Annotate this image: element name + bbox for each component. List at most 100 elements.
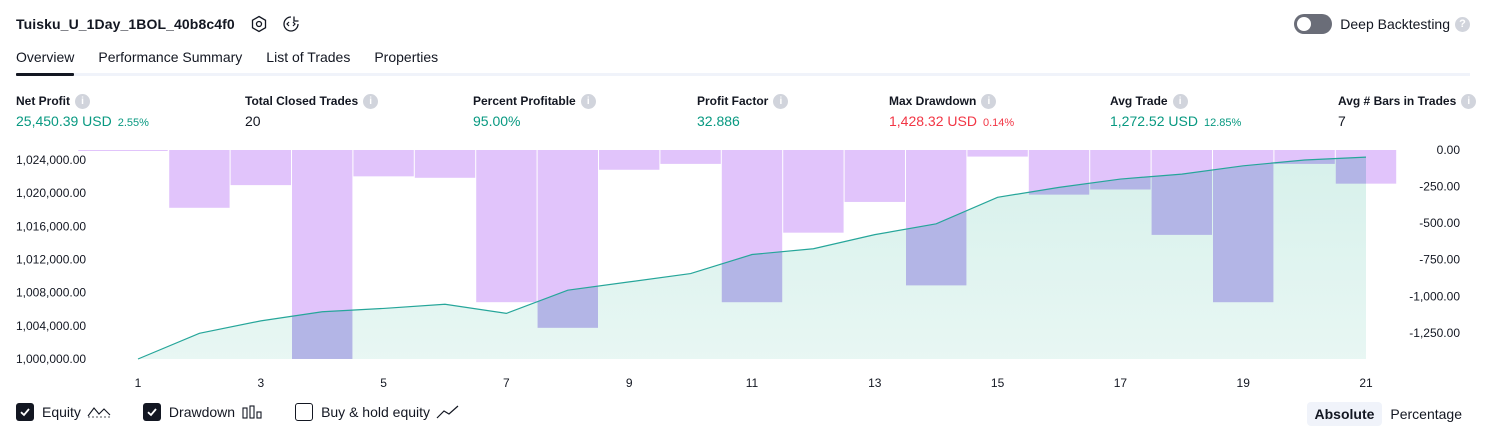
left-axis-tick-label: 1,000,000.00 xyxy=(16,352,86,366)
metric-value: 32.886 xyxy=(697,113,740,129)
metric-label: Avg # Bars in Trades xyxy=(1338,94,1457,108)
equity-drawdown-chart[interactable]: 1,000,000.00 1,004,000.00 1,008,000.00 1,01… xyxy=(0,140,1486,398)
metric-value: 7 xyxy=(1338,113,1346,129)
metric-value: 1,272.52 USD xyxy=(1110,113,1198,129)
metric-label: Profit Factor xyxy=(697,94,769,108)
right-axis-tick-label: -500.00 xyxy=(1419,216,1460,230)
metric-label: Total Closed Trades xyxy=(245,94,359,108)
strategy-header: Tuisku_U_1Day_1BOL_40b8c4f0 xyxy=(16,12,301,36)
left-axis-tick-label: 1,008,000.00 xyxy=(16,286,86,300)
legend-drawdown[interactable]: Drawdown xyxy=(142,403,263,421)
info-icon[interactable]: i xyxy=(363,93,379,109)
right-axis-tick-label: -250.00 xyxy=(1419,180,1460,194)
right-axis-tick-label: 0.00 xyxy=(1437,143,1461,157)
metric-percent-profitable: Percent Profitable i 95.00% xyxy=(473,93,596,129)
metric-max-drawdown: Max Drawdown i 1,428.32 USD 0.14% xyxy=(889,93,1014,129)
x-axis-tick-label: 9 xyxy=(626,376,633,390)
mode-percentage[interactable]: Percentage xyxy=(1390,406,1462,422)
buy-hold-checkbox[interactable] xyxy=(295,403,314,421)
right-axis-tick-label: -1,000.00 xyxy=(1409,289,1460,303)
x-axis-tick-label: 3 xyxy=(257,376,264,390)
left-axis-tick-label: 1,004,000.00 xyxy=(16,319,86,333)
info-icon[interactable]: i xyxy=(580,93,596,109)
right-axis-tick-label: -750.00 xyxy=(1419,253,1460,267)
settings-icon[interactable] xyxy=(249,14,269,34)
left-axis-tick-label: 1,016,000.00 xyxy=(16,219,86,233)
overlap-bar xyxy=(1335,157,1366,184)
info-icon[interactable]: i xyxy=(1172,93,1188,109)
x-axis-tick-label: 7 xyxy=(503,376,510,390)
checkmark-icon xyxy=(147,408,157,417)
toggle-knob xyxy=(1297,17,1312,31)
checkmark-icon xyxy=(20,408,30,417)
metric-avg-bars: Avg # Bars in Trades i 7 xyxy=(1338,93,1477,129)
x-axis-tick-label: 5 xyxy=(380,376,387,390)
metric-label: Max Drawdown xyxy=(889,94,977,108)
metric-percent: 2.55% xyxy=(117,117,149,129)
metric-label: Net Profit xyxy=(16,94,70,108)
drawdown-bar xyxy=(967,150,1028,157)
info-icon[interactable]: i xyxy=(981,93,997,109)
info-icon[interactable]: i xyxy=(1461,93,1477,109)
drawdown-bar xyxy=(230,150,291,186)
tab-properties[interactable]: Properties xyxy=(374,49,439,65)
drawdown-bar xyxy=(476,150,537,303)
drawdown-bar xyxy=(169,150,230,208)
equity-line-icon xyxy=(87,404,111,420)
tab-overview[interactable]: Overview xyxy=(16,44,75,76)
drawdown-bar xyxy=(78,150,168,151)
metric-label: Avg Trade xyxy=(1110,94,1168,108)
x-axis-tick-label: 11 xyxy=(746,376,759,390)
deep-backtesting-label: Deep Backtesting xyxy=(1340,16,1450,32)
value-mode-switch: Absolute Percentage xyxy=(1306,402,1471,426)
x-axis-tick-label: 21 xyxy=(1359,376,1373,390)
drawdown-bar xyxy=(660,150,721,164)
x-axis-tick-label: 15 xyxy=(991,376,1005,390)
x-axis-tick-label: 1 xyxy=(135,376,142,390)
metric-percent: 0.14% xyxy=(982,117,1015,129)
drawdown-bar xyxy=(783,150,844,233)
metric-label: Percent Profitable xyxy=(473,94,576,108)
equity-checkbox[interactable] xyxy=(16,403,34,421)
right-axis-tick-label: -1,250.00 xyxy=(1409,326,1460,340)
metric-percent: 12.85% xyxy=(1203,117,1242,129)
metric-value: 95.00% xyxy=(473,113,521,129)
x-axis-tick-label: 19 xyxy=(1237,376,1251,390)
left-axis-tick-label: 1,020,000.00 xyxy=(16,186,86,200)
metric-value: 1,428.32 USD xyxy=(889,113,977,129)
left-axis-tick-label: 1,024,000.00 xyxy=(16,153,86,167)
source-code-icon[interactable] xyxy=(281,14,301,34)
drawdown-bars-icon xyxy=(241,404,263,420)
left-axis-tick-label: 1,012,000.00 xyxy=(16,253,86,267)
tab-list-of-trades[interactable]: List of Trades xyxy=(266,49,351,65)
legend-label: Drawdown xyxy=(168,404,236,420)
info-icon[interactable]: i xyxy=(75,93,90,109)
metric-avg-trade: Avg Trade i 1,272.52 USD 12.85% xyxy=(1110,93,1241,129)
legend-equity[interactable]: Equity xyxy=(16,403,111,421)
x-axis-tick-label: 17 xyxy=(1114,376,1128,390)
drawdown-bar xyxy=(599,150,660,170)
help-icon[interactable]: ? xyxy=(1455,16,1470,32)
deep-backtesting: Deep Backtesting ? xyxy=(1294,14,1470,34)
mode-absolute[interactable]: Absolute xyxy=(1306,402,1383,426)
info-icon[interactable]: i xyxy=(773,93,789,109)
report-tabs: Overview Performance Summary List of Tra… xyxy=(16,44,1470,76)
metric-profit-factor: Profit Factor i 32.886 xyxy=(697,93,789,129)
drawdown-bar xyxy=(414,150,476,178)
chart-legend: Equity Drawdown Buy & hold equity xyxy=(16,403,492,421)
metric-total-closed-trades: Total Closed Trades i 20 xyxy=(245,93,379,129)
legend-label: Equity xyxy=(42,404,81,420)
equity-line xyxy=(137,156,1367,360)
drawdown-bar xyxy=(844,150,905,202)
legend-buy-hold[interactable]: Buy & hold equity xyxy=(295,403,460,421)
drawdown-checkbox[interactable] xyxy=(142,403,161,421)
deep-backtesting-toggle[interactable] xyxy=(1294,14,1333,34)
drawdown-bar xyxy=(353,150,414,177)
legend-label: Buy & hold equity xyxy=(321,404,431,420)
x-axis-tick-label: 13 xyxy=(868,376,882,390)
metric-value: 20 xyxy=(245,113,261,129)
chart-axes: 1,000,000.00 1,004,000.00 1,008,000.00 1,01… xyxy=(16,143,1460,390)
strategy-title: Tuisku_U_1Day_1BOL_40b8c4f0 xyxy=(16,16,235,32)
tab-performance-summary[interactable]: Performance Summary xyxy=(98,49,243,65)
buy-hold-line-icon xyxy=(436,404,460,420)
